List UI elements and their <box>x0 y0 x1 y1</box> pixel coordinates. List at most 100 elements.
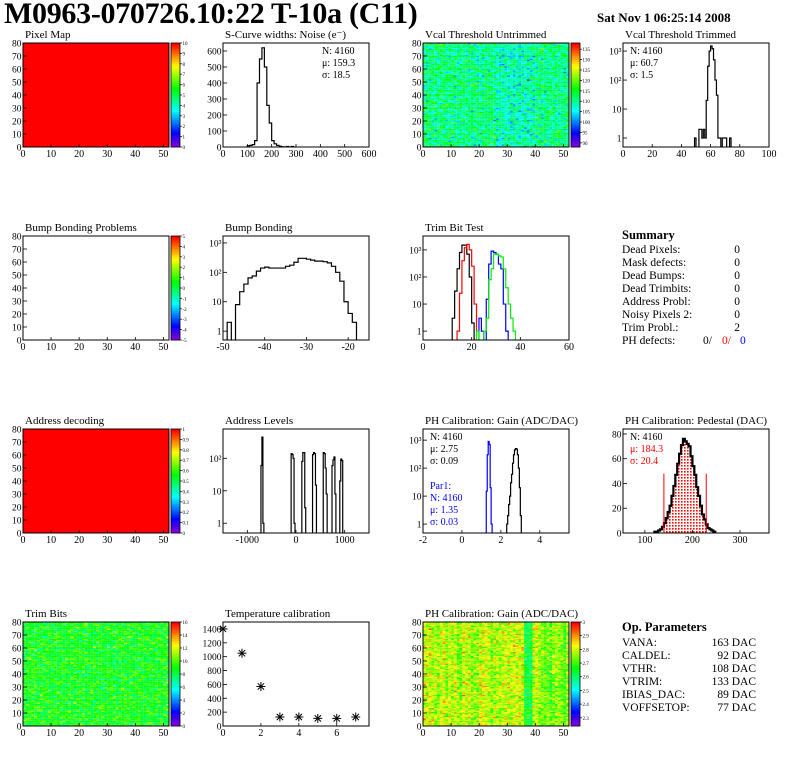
heatmap-cell <box>498 122 502 124</box>
heatmap-cell <box>490 61 494 63</box>
heatmap-cell <box>538 69 541 71</box>
heatmap-cell <box>473 85 477 88</box>
heatmap-cell <box>437 135 440 137</box>
heatmap-cell <box>437 115 440 118</box>
heatmap-cell <box>431 56 435 58</box>
heatmap-cell <box>518 49 522 51</box>
palette-tick-label: 4 <box>183 104 186 109</box>
heatmap-cell <box>434 128 438 131</box>
heatmap-cell <box>526 132 530 135</box>
heatmap-cell <box>566 132 570 135</box>
heatmap-cell <box>535 137 539 140</box>
heatmap-cell <box>543 118 547 120</box>
heatmap-cell <box>23 632 26 634</box>
heatmap-cell <box>546 88 550 90</box>
heatmap-cell <box>518 97 522 99</box>
histogram-series <box>485 440 493 533</box>
heatmap-cell <box>490 54 494 57</box>
heatmap-cell <box>540 141 544 144</box>
heatmap-cell <box>423 109 426 111</box>
heatmap-cell <box>524 97 527 99</box>
x-tick-label: 400 <box>313 149 328 160</box>
heatmap-cell <box>532 97 536 99</box>
heatmap-cell <box>529 106 533 109</box>
heatmap-cell <box>434 57 438 59</box>
heatmap-cell <box>479 54 483 57</box>
heatmap-cell <box>554 121 558 123</box>
heatmap-cell <box>496 135 499 137</box>
heatmap-cell <box>467 67 471 70</box>
y-tick-label: 60 <box>412 66 422 76</box>
palette-tick-label: 1 <box>183 428 186 433</box>
heatmap-cell <box>504 48 508 50</box>
heatmap-cell <box>23 685 26 688</box>
heatmap-cell <box>557 54 561 57</box>
y-tick-label: 20 <box>12 118 22 128</box>
heatmap-cell <box>546 96 550 98</box>
heatmap-cell <box>538 59 541 62</box>
heatmap-cell <box>518 100 522 102</box>
heatmap-cell <box>462 70 466 72</box>
heatmap-cell <box>532 48 536 50</box>
heatmap-cell <box>453 56 457 58</box>
heatmap-cell <box>442 44 446 46</box>
heatmap-cell <box>25 697 29 699</box>
heatmap-cell <box>515 136 519 138</box>
heatmap-cell <box>507 105 511 107</box>
heatmap-cell <box>529 49 533 51</box>
heatmap-cell <box>456 113 460 115</box>
heatmap-cell <box>456 54 460 57</box>
heatmap-cell <box>487 52 491 54</box>
heatmap-cell <box>552 106 556 109</box>
heatmap-cell <box>437 143 440 145</box>
heatmap-cell <box>490 67 494 70</box>
heatmap-cell <box>481 83 485 85</box>
heatmap-cell <box>473 135 477 137</box>
heatmap-cell <box>510 121 513 123</box>
heatmap-cell <box>423 69 426 71</box>
heatmap-cell <box>496 52 499 54</box>
heatmap-cell <box>546 143 550 145</box>
heatmap-cell <box>431 82 435 84</box>
heatmap-cell <box>467 137 471 140</box>
heatmap-cell <box>23 724 26 727</box>
heatmap-cell <box>501 75 505 77</box>
heatmap-cell <box>526 71 530 73</box>
heatmap-cell <box>425 82 429 84</box>
heatmap-cell <box>453 74 457 76</box>
heatmap-cell <box>476 75 480 77</box>
heatmap-cell <box>442 143 446 145</box>
heatmap-cell <box>25 676 29 678</box>
heatmap-cell <box>28 648 32 650</box>
palette-swatch <box>171 306 180 310</box>
heatmap-cell <box>532 66 536 68</box>
heatmap-cell <box>504 80 508 83</box>
heatmap-cell <box>434 126 438 128</box>
stats-line: N: 4160 <box>630 432 663 443</box>
palette-swatch <box>171 138 180 142</box>
heatmap-cell <box>451 62 454 64</box>
heatmap-cell <box>501 71 505 73</box>
heatmap-cell <box>521 53 525 55</box>
heatmap-cell <box>532 78 536 80</box>
heatmap-cell <box>448 137 452 140</box>
heatmap-cell <box>476 91 480 93</box>
heatmap-cell <box>557 70 561 72</box>
heatmap-cell <box>566 78 570 80</box>
x-tick-label: 0 <box>21 342 26 353</box>
heatmap-cell <box>566 102 570 105</box>
heatmap-cell <box>484 79 488 81</box>
heatmap-cell <box>498 92 502 94</box>
heatmap-cell <box>546 118 550 120</box>
heatmap-cell <box>25 625 29 628</box>
heatmap-cell <box>540 61 544 63</box>
heatmap-cell <box>431 85 435 88</box>
heatmap-cell <box>428 70 432 72</box>
heatmap-cell <box>423 110 426 112</box>
heatmap-cell <box>535 53 539 55</box>
heatmap-cell <box>518 63 522 66</box>
y-tick-label: 1 <box>417 521 422 531</box>
heatmap-cell <box>428 134 432 136</box>
heatmap-cell <box>529 83 533 85</box>
heatmap-cell <box>448 69 452 71</box>
